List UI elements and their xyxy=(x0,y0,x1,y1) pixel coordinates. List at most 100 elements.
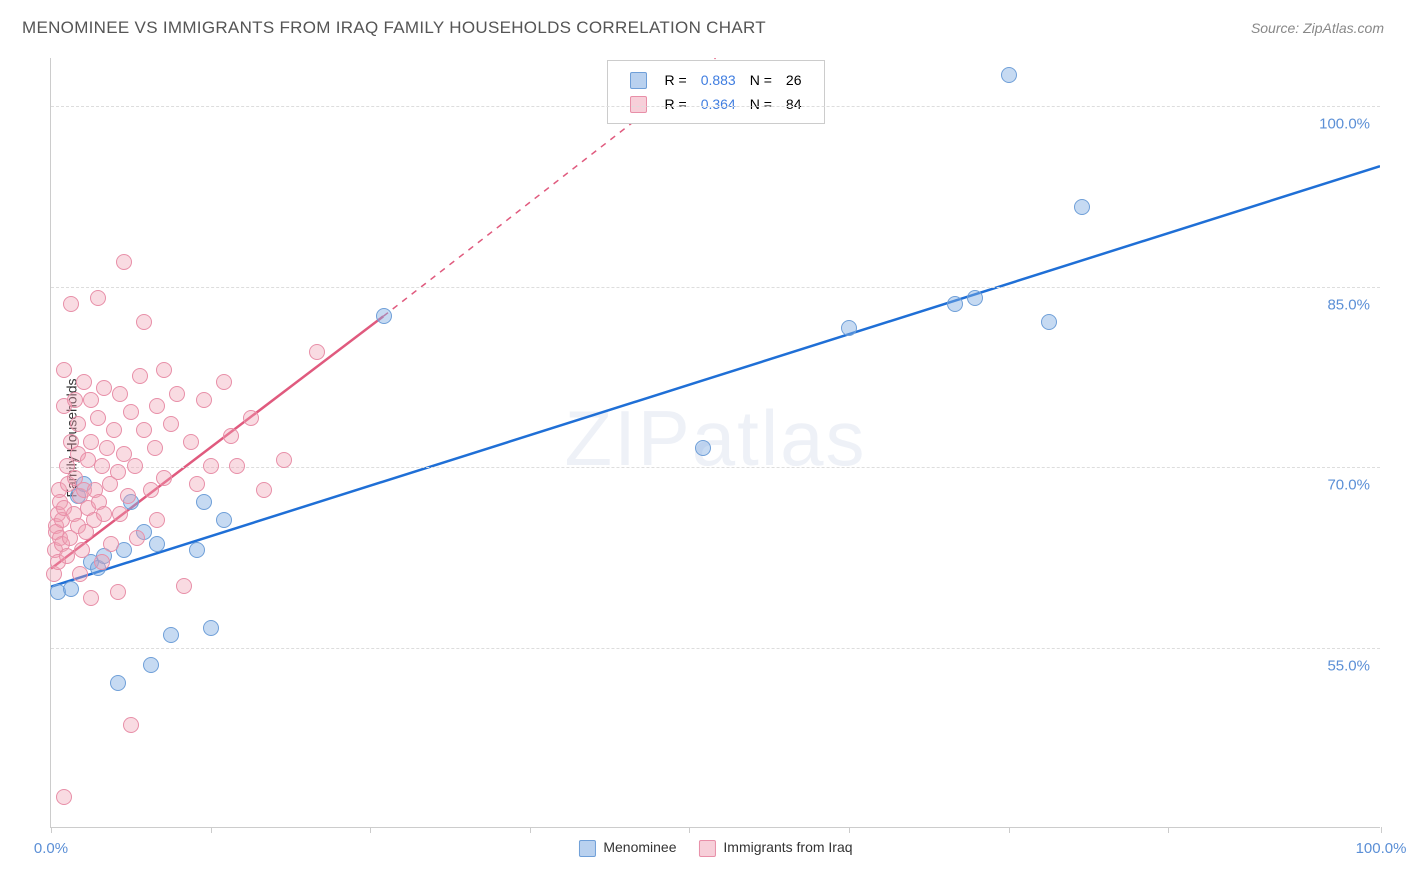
data-point xyxy=(256,482,272,498)
data-point xyxy=(967,290,983,306)
data-point xyxy=(196,392,212,408)
correlation-legend: R = 0.883 N = 26 R = 0.364 N = 84 xyxy=(607,60,825,124)
trend-lines-layer xyxy=(51,58,1380,827)
data-point xyxy=(63,296,79,312)
x-tick-label: 0.0% xyxy=(34,840,68,857)
n-value-blue: 26 xyxy=(780,69,808,91)
data-point xyxy=(243,410,259,426)
legend-item-iraq: Immigrants from Iraq xyxy=(699,839,853,857)
gridline xyxy=(51,648,1380,649)
data-point xyxy=(67,392,83,408)
data-point xyxy=(103,536,119,552)
data-point xyxy=(76,374,92,390)
data-point xyxy=(116,254,132,270)
data-point xyxy=(112,386,128,402)
data-point xyxy=(196,494,212,510)
y-tick-label: 55.0% xyxy=(1327,657,1370,674)
data-point xyxy=(1074,199,1090,215)
r-label: R = xyxy=(659,93,693,115)
data-point xyxy=(83,434,99,450)
chart-plot-area: ZIPatlas R = 0.883 N = 26 R = 0.364 N = … xyxy=(50,58,1380,828)
trend-line xyxy=(51,166,1380,587)
gridline xyxy=(51,467,1380,468)
data-point xyxy=(163,627,179,643)
data-point xyxy=(56,789,72,805)
data-point xyxy=(216,374,232,390)
x-tick xyxy=(849,827,850,833)
data-point xyxy=(947,296,963,312)
data-point xyxy=(123,717,139,733)
data-point xyxy=(143,482,159,498)
gridline xyxy=(51,287,1380,288)
data-point xyxy=(72,566,88,582)
data-point xyxy=(276,452,292,468)
data-point xyxy=(120,488,136,504)
data-point xyxy=(94,554,110,570)
watermark-zip: ZIP xyxy=(564,393,691,481)
x-tick xyxy=(211,827,212,833)
watermark: ZIPatlas xyxy=(564,392,866,483)
x-tick xyxy=(1168,827,1169,833)
data-point xyxy=(90,290,106,306)
r-value-blue: 0.883 xyxy=(695,69,742,91)
r-label: R = xyxy=(659,69,693,91)
data-point xyxy=(229,458,245,474)
watermark-atlas: atlas xyxy=(692,393,867,481)
data-point xyxy=(59,548,75,564)
n-value-pink: 84 xyxy=(780,93,808,115)
data-point xyxy=(841,320,857,336)
y-tick-label: 85.0% xyxy=(1327,296,1370,313)
data-point xyxy=(96,506,112,522)
data-point xyxy=(216,512,232,528)
data-point xyxy=(110,464,126,480)
data-point xyxy=(110,675,126,691)
data-point xyxy=(176,578,192,594)
swatch-blue-icon xyxy=(630,72,647,89)
data-point xyxy=(143,657,159,673)
data-point xyxy=(90,410,106,426)
data-point xyxy=(149,512,165,528)
data-point xyxy=(136,422,152,438)
correlation-table: R = 0.883 N = 26 R = 0.364 N = 84 xyxy=(622,67,810,117)
data-point xyxy=(106,422,122,438)
swatch-pink-icon xyxy=(699,840,716,857)
x-tick-label: 100.0% xyxy=(1356,840,1406,857)
y-tick-label: 100.0% xyxy=(1319,116,1370,133)
gridline xyxy=(51,106,1380,107)
data-point xyxy=(376,308,392,324)
data-point xyxy=(123,404,139,420)
data-point xyxy=(149,398,165,414)
data-point xyxy=(309,344,325,360)
data-point xyxy=(136,314,152,330)
x-tick xyxy=(370,827,371,833)
data-point xyxy=(189,476,205,492)
r-value-pink: 0.364 xyxy=(695,93,742,115)
legend-row-blue: R = 0.883 N = 26 xyxy=(624,69,808,91)
x-tick xyxy=(1381,827,1382,833)
data-point xyxy=(203,620,219,636)
x-tick xyxy=(530,827,531,833)
data-point xyxy=(203,458,219,474)
data-point xyxy=(83,590,99,606)
data-point xyxy=(94,458,110,474)
swatch-pink-icon xyxy=(630,96,647,113)
data-point xyxy=(74,542,90,558)
swatch-blue-icon xyxy=(578,840,595,857)
data-point xyxy=(83,392,99,408)
data-point xyxy=(96,380,112,396)
data-point xyxy=(63,581,79,597)
x-tick xyxy=(51,827,52,833)
data-point xyxy=(129,530,145,546)
data-point xyxy=(189,542,205,558)
data-point xyxy=(163,416,179,432)
legend-item-menominee: Menominee xyxy=(578,839,676,857)
data-point xyxy=(99,440,115,456)
legend-row-pink: R = 0.364 N = 84 xyxy=(624,93,808,115)
data-point xyxy=(156,470,172,486)
data-point xyxy=(1041,314,1057,330)
data-point xyxy=(110,584,126,600)
data-point xyxy=(147,440,163,456)
data-point xyxy=(112,506,128,522)
data-point xyxy=(127,458,143,474)
data-point xyxy=(169,386,185,402)
